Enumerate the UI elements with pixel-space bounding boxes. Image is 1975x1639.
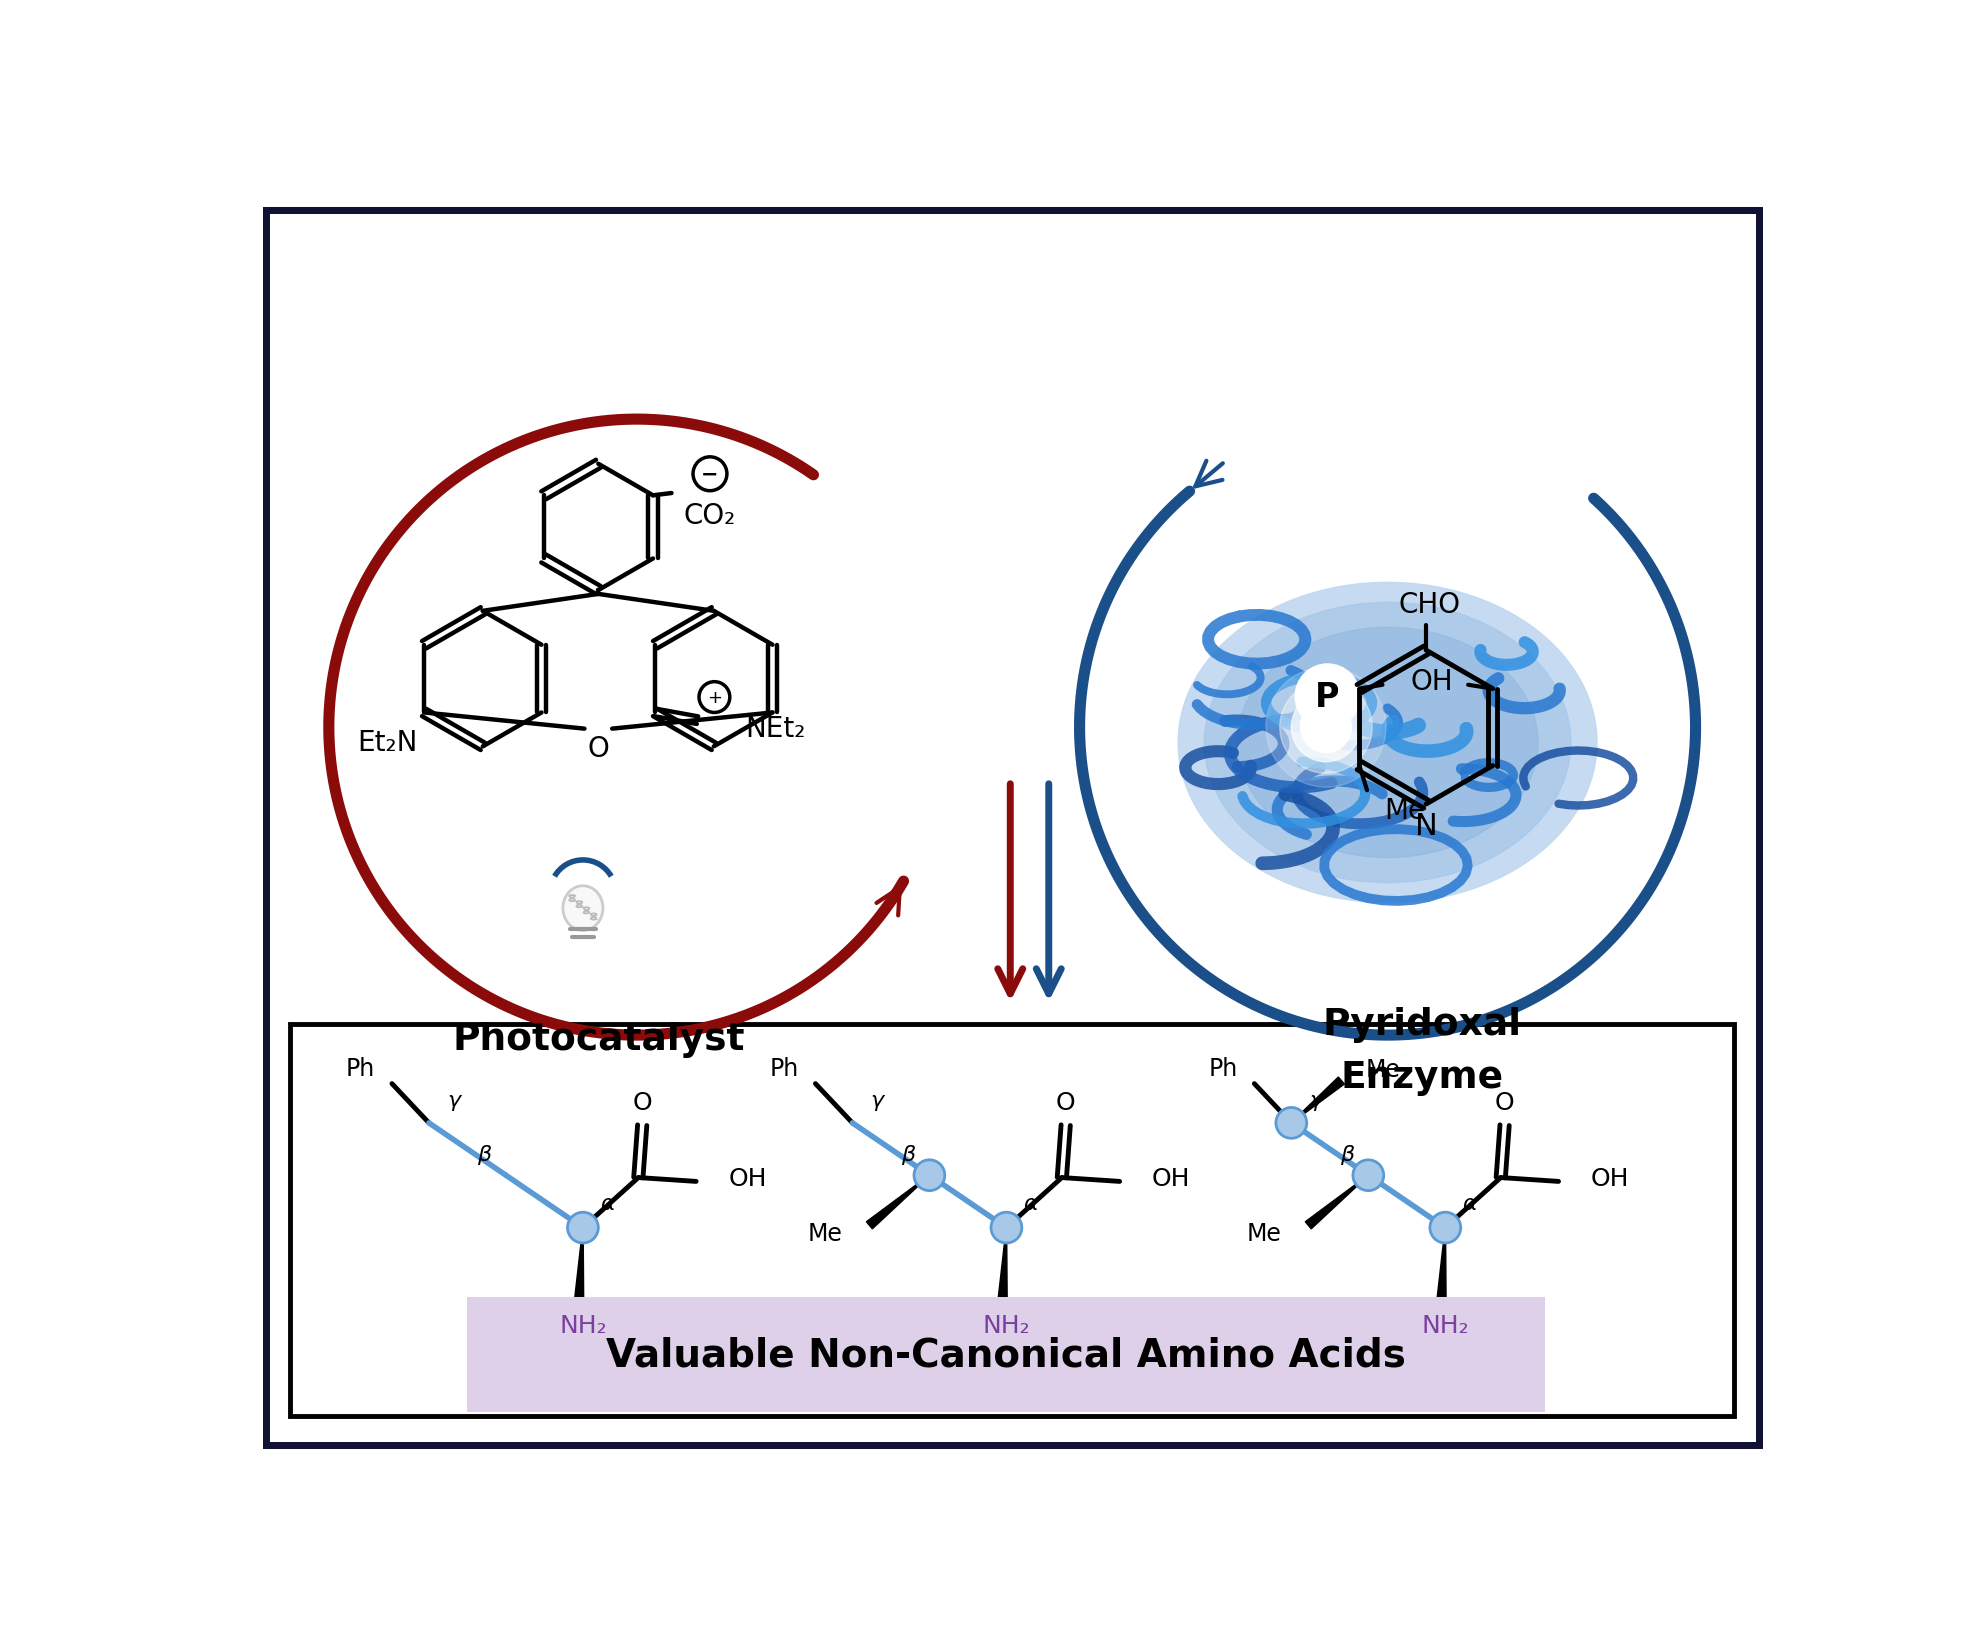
Text: Me: Me	[1384, 797, 1426, 824]
Circle shape	[914, 1160, 944, 1192]
Text: OH: OH	[1410, 667, 1454, 695]
Text: Pyridoxal: Pyridoxal	[1323, 1006, 1521, 1042]
Polygon shape	[997, 1228, 1007, 1301]
Text: NH₂: NH₂	[559, 1313, 606, 1337]
Circle shape	[991, 1213, 1021, 1244]
Text: O: O	[587, 734, 608, 762]
Text: Me: Me	[1367, 1057, 1400, 1082]
Text: CO₂: CO₂	[683, 502, 737, 529]
Ellipse shape	[1205, 603, 1570, 883]
Text: O: O	[632, 1090, 652, 1115]
Circle shape	[693, 457, 727, 492]
Text: Valuable Non-Canonical Amino Acids: Valuable Non-Canonical Amino Acids	[606, 1336, 1406, 1373]
Text: O: O	[1057, 1090, 1076, 1115]
Circle shape	[1276, 1108, 1307, 1139]
Text: NH₂: NH₂	[984, 1313, 1031, 1337]
Circle shape	[1266, 667, 1386, 788]
Circle shape	[1280, 682, 1373, 774]
Bar	[468, 1296, 1544, 1413]
Text: OH: OH	[729, 1165, 766, 1190]
Circle shape	[567, 1213, 598, 1244]
Text: CHO: CHO	[1398, 590, 1462, 618]
Circle shape	[699, 682, 731, 713]
Text: Ph: Ph	[770, 1057, 798, 1080]
Polygon shape	[1438, 1228, 1446, 1301]
Text: Et₂N: Et₂N	[357, 729, 417, 757]
Text: γ: γ	[871, 1090, 883, 1110]
Text: −: −	[701, 464, 719, 485]
Bar	[290, 1024, 1734, 1416]
Text: γ: γ	[1309, 1090, 1323, 1110]
Polygon shape	[867, 1175, 930, 1229]
Text: Photocatalyst: Photocatalyst	[452, 1021, 745, 1057]
Text: γ: γ	[446, 1090, 460, 1110]
Text: P: P	[1315, 680, 1339, 713]
Text: OH: OH	[1590, 1165, 1629, 1190]
Text: OH: OH	[1151, 1165, 1191, 1190]
Text: N: N	[1414, 811, 1438, 841]
Text: β: β	[478, 1144, 492, 1164]
Text: β: β	[901, 1144, 914, 1164]
Text: Ph: Ph	[346, 1057, 375, 1080]
Text: Me: Me	[808, 1221, 843, 1246]
Text: β: β	[1339, 1144, 1355, 1164]
Text: +: +	[707, 688, 723, 706]
Polygon shape	[1305, 1175, 1369, 1229]
Text: NEt₂: NEt₂	[745, 715, 806, 742]
Polygon shape	[575, 1228, 585, 1301]
Text: Me: Me	[1246, 1221, 1282, 1246]
Text: O: O	[1495, 1090, 1515, 1115]
Circle shape	[1430, 1213, 1462, 1244]
Text: α: α	[1463, 1193, 1477, 1213]
Text: α: α	[600, 1193, 614, 1213]
Ellipse shape	[563, 887, 602, 931]
Circle shape	[1302, 701, 1351, 752]
Text: Ph: Ph	[1209, 1057, 1238, 1080]
Text: Enzyme: Enzyme	[1341, 1060, 1503, 1096]
Ellipse shape	[1179, 583, 1598, 903]
Polygon shape	[1292, 1077, 1345, 1123]
Circle shape	[1296, 664, 1361, 729]
Circle shape	[1353, 1160, 1384, 1192]
Text: α: α	[1023, 1193, 1039, 1213]
Circle shape	[1292, 693, 1361, 762]
Text: NH₂: NH₂	[1422, 1313, 1469, 1337]
Ellipse shape	[1236, 628, 1539, 859]
